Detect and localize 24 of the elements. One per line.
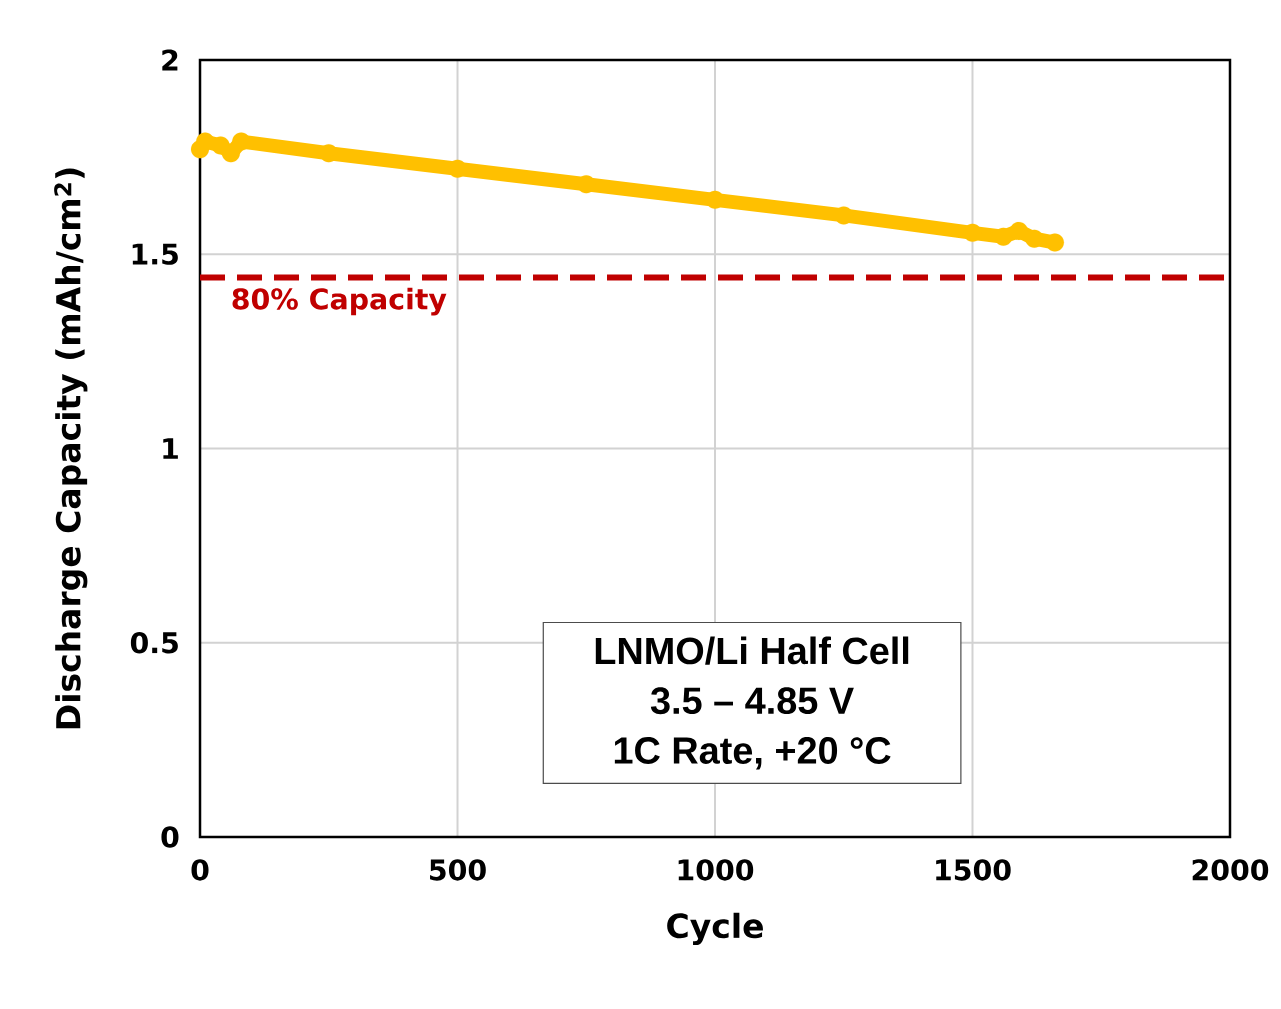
- x-tick-label: 1000: [678, 859, 754, 881]
- y-tick-label: 1.5: [132, 243, 178, 265]
- annotation: LNMO/Li Half Cell: [595, 636, 909, 665]
- point: [705, 190, 725, 209]
- y-axis-title: Discharge Capacity (mAh/cm$^{2}$): [54, 168, 88, 729]
- point: [232, 132, 251, 151]
- point: [196, 132, 215, 151]
- y-tick-label: 2: [162, 49, 178, 71]
- y-tick-label: 0.5: [130, 632, 178, 654]
- x-tick-label: 2000: [1192, 859, 1269, 881]
- point: [1025, 229, 1044, 248]
- x-tick-label: 500: [430, 859, 486, 881]
- point: [1045, 233, 1064, 252]
- x-tick-label: 1500: [936, 859, 1011, 881]
- x-axis-title: Cycle: [667, 912, 763, 945]
- point: [1009, 221, 1028, 240]
- ref-line-label: 80% Capacity: [232, 287, 447, 316]
- y-tick-label: 0: [161, 826, 179, 848]
- y-tick-label: 1: [163, 438, 178, 459]
- annotation: 1C Rate, +20 °C: [614, 737, 891, 770]
- annotation: 3.5 – 4.85 V: [650, 687, 854, 715]
- x-tick-label: 0: [191, 859, 209, 881]
- point: [834, 206, 853, 225]
- point: [963, 223, 982, 242]
